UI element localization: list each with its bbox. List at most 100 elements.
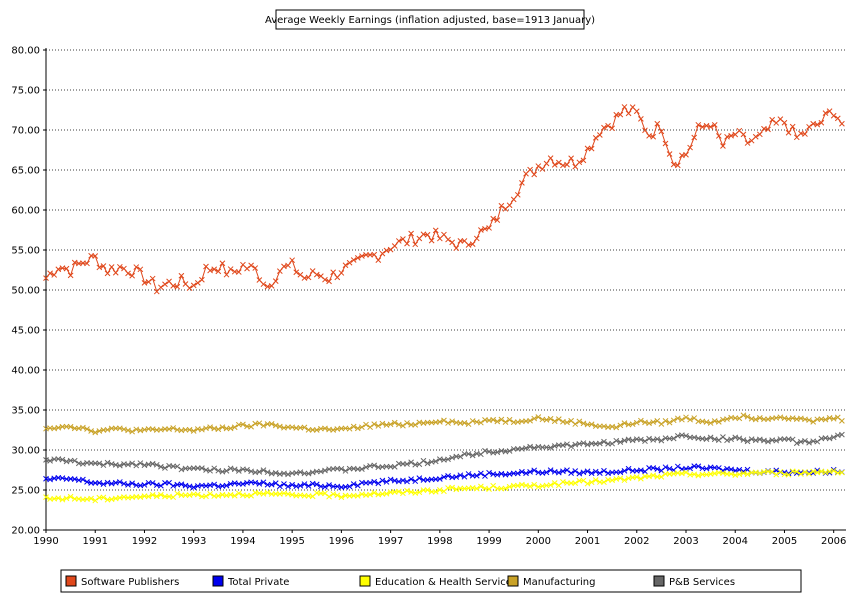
data-point xyxy=(338,494,345,501)
data-point xyxy=(153,493,160,500)
data-point xyxy=(71,457,78,464)
data-point xyxy=(613,437,620,444)
data-point xyxy=(773,467,780,474)
data-point xyxy=(100,481,107,488)
data-point xyxy=(802,131,808,137)
data-point xyxy=(728,132,734,139)
data-point xyxy=(732,434,739,441)
data-point xyxy=(818,468,825,475)
data-point xyxy=(359,491,365,498)
data-point xyxy=(756,436,763,443)
data-point xyxy=(272,278,279,284)
data-point xyxy=(207,267,213,274)
data-point xyxy=(47,458,53,464)
data-point xyxy=(580,469,587,476)
data-point xyxy=(769,468,776,475)
data-point xyxy=(629,467,636,474)
data-point xyxy=(318,490,324,497)
data-point xyxy=(711,122,718,128)
x-tick-label: 2000 xyxy=(526,536,551,547)
data-point xyxy=(781,436,788,442)
x-tick-label: 1990 xyxy=(33,536,58,547)
data-point xyxy=(354,466,361,472)
data-point xyxy=(674,162,681,169)
data-point xyxy=(67,493,74,500)
data-point xyxy=(633,474,640,480)
data-point xyxy=(814,469,821,476)
data-point xyxy=(141,280,148,286)
data-point xyxy=(498,416,505,423)
data-point xyxy=(588,421,595,428)
data-point xyxy=(621,420,628,426)
data-point xyxy=(445,236,451,243)
data-point xyxy=(683,151,689,158)
data-point xyxy=(186,285,193,291)
data-point xyxy=(756,131,763,138)
data-point xyxy=(469,418,476,424)
data-point xyxy=(326,493,332,500)
data-point xyxy=(547,482,554,488)
data-point xyxy=(359,466,365,472)
data-point xyxy=(330,491,337,497)
data-point xyxy=(215,426,222,433)
data-point xyxy=(227,266,234,272)
data-point xyxy=(695,463,702,470)
data-point xyxy=(839,431,845,438)
data-point xyxy=(260,491,267,497)
y-tick-label: 35.00 xyxy=(11,406,40,417)
data-point xyxy=(350,257,357,263)
data-point xyxy=(572,480,579,487)
data-point xyxy=(432,227,439,234)
data-point xyxy=(564,467,570,473)
data-point xyxy=(400,422,406,429)
data-point xyxy=(281,470,287,477)
data-point xyxy=(691,134,698,141)
data-point xyxy=(826,415,833,421)
data-point xyxy=(638,417,644,424)
data-point xyxy=(769,116,776,123)
data-point xyxy=(125,427,131,434)
data-point xyxy=(465,451,472,457)
data-point xyxy=(486,225,492,231)
data-point xyxy=(104,270,111,277)
data-point xyxy=(359,253,365,259)
data-point xyxy=(523,482,529,489)
data-point xyxy=(408,459,414,466)
data-point xyxy=(724,437,730,444)
data-point xyxy=(445,420,451,426)
data-point xyxy=(203,493,209,500)
data-point xyxy=(580,420,587,427)
data-point xyxy=(96,460,103,467)
data-point xyxy=(519,468,525,475)
data-point xyxy=(662,464,669,471)
data-point xyxy=(424,487,431,493)
data-point xyxy=(596,132,603,138)
data-point xyxy=(408,476,414,482)
data-point xyxy=(190,465,197,472)
data-point xyxy=(777,468,784,475)
data-point xyxy=(116,479,123,485)
data-point xyxy=(346,483,353,490)
data-point xyxy=(670,417,677,424)
data-point xyxy=(625,465,632,472)
data-point xyxy=(346,259,353,266)
data-point xyxy=(268,283,275,289)
data-point xyxy=(408,489,414,495)
chart-title: Average Weekly Earnings (inflation adjus… xyxy=(265,15,595,26)
series-lines xyxy=(43,104,845,504)
data-point xyxy=(441,417,447,424)
data-point xyxy=(461,420,468,426)
data-point xyxy=(806,470,812,477)
data-point xyxy=(244,265,250,272)
data-point xyxy=(342,262,349,269)
data-point xyxy=(104,426,111,433)
data-point xyxy=(383,479,390,485)
data-point xyxy=(203,425,209,432)
data-point xyxy=(59,456,66,463)
data-point xyxy=(264,489,271,496)
data-point xyxy=(752,437,759,444)
data-point xyxy=(756,470,763,477)
data-point xyxy=(260,281,267,288)
data-point xyxy=(654,466,661,472)
